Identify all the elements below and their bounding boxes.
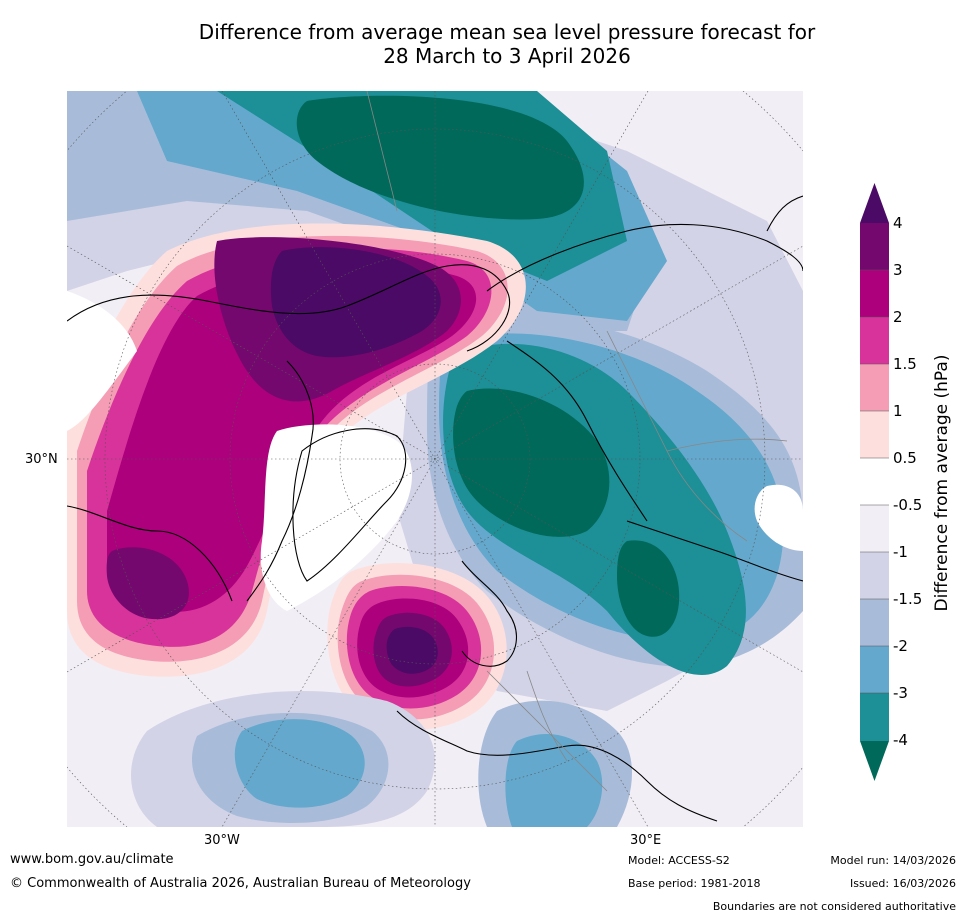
colorbar-tick-label: 1.5	[893, 355, 917, 373]
colorbar-swatch-neutral	[860, 458, 889, 505]
colorbar-tick-label: 2	[893, 308, 903, 326]
colorbar-tick-label: 3	[893, 261, 903, 279]
colorbar-dividers	[860, 269, 889, 694]
coastlines	[67, 195, 803, 822]
region-minus2-south	[234, 719, 365, 808]
meridian-60e	[67, 245, 803, 673]
coast-kamchatka	[766, 195, 803, 232]
coast-hudson	[246, 360, 314, 602]
parallel-75n	[339, 363, 531, 555]
colorbar-tick-label: -1	[893, 543, 908, 561]
colorbar-arrow-top	[860, 183, 889, 223]
coast-scandinavia	[461, 560, 517, 667]
colorbar-tick-label: -0.5	[893, 496, 923, 514]
footer-model: Model: ACCESS-S2	[628, 854, 730, 867]
map-canvas	[67, 91, 803, 827]
footer-disclaimer: Boundaries are not considered authoritat…	[712, 900, 956, 913]
region-neutral-east	[754, 484, 803, 551]
colorbar-swatch-minus3-minus4	[860, 693, 889, 741]
map-title: Difference from average mean sea level p…	[0, 20, 965, 68]
colorbar-swatch-minus1p5-minus2	[860, 599, 889, 646]
colorbar-tick-label: -4	[893, 731, 908, 749]
colorbar-tick-label: -2	[893, 637, 908, 655]
colorbar-swatch-3-4	[860, 223, 889, 270]
coast-taymyr	[506, 340, 648, 522]
border-europe-2	[526, 670, 568, 762]
coast-arctic-canada	[67, 264, 511, 352]
coast-greenland	[292, 428, 407, 582]
footer-base-period: Base period: 1981-2018	[628, 877, 761, 890]
pressure-anomaly-map	[67, 91, 803, 827]
colorbar-swatch-1-1p5	[860, 364, 889, 411]
colorbar-arrow-bottom	[860, 741, 889, 781]
colorbar-swatch-1p5-2	[860, 317, 889, 364]
country-borders	[366, 91, 788, 792]
label-30e: 30°E	[630, 833, 662, 848]
border-canada-us	[366, 91, 398, 212]
coast-china	[626, 520, 803, 582]
colorbar-swatch-minus0p5-minus1	[860, 505, 889, 552]
region-plus3-pacific	[106, 547, 189, 620]
footer-website[interactable]: www.bom.gov.au/climate	[10, 852, 174, 867]
footer-model-run: Model run: 14/03/2026	[830, 854, 956, 867]
graticule	[67, 91, 803, 827]
coast-europe-south	[396, 710, 718, 822]
region-minus4-central-asia	[617, 540, 680, 637]
colorbar-swatch-0p5-1	[860, 411, 889, 458]
region-neutral-west	[67, 291, 137, 431]
region-minus2-africa	[505, 733, 603, 827]
colorbar-swatch-minus1-minus1p5	[860, 552, 889, 599]
colorbar-tick-label: 0.5	[893, 449, 917, 467]
coast-siberia-north	[486, 223, 803, 292]
coast-alaska	[67, 505, 233, 602]
footer-issued: Issued: 16/03/2026	[849, 877, 956, 890]
label-30n: 30°N	[25, 452, 58, 467]
label-30w: 30°W	[204, 833, 240, 848]
colorbar-tick-label: -1.5	[893, 590, 923, 608]
border-russia-china	[666, 438, 788, 452]
colorbar-tick-label: -3	[893, 684, 908, 702]
region-minus4-siberia	[453, 388, 610, 537]
region-plus4-europe	[386, 626, 438, 674]
region-minus4-north	[296, 95, 584, 220]
footer-copyright: © Commonwealth of Australia 2026, Austra…	[10, 876, 471, 891]
colorbar-tick-label: 4	[893, 214, 903, 232]
colorbar-swatch-minus2-minus3	[860, 646, 889, 693]
colorbar	[860, 183, 889, 781]
colorbar-tick-label: 1	[893, 402, 903, 420]
border-europe	[486, 670, 608, 792]
title-line-1: Difference from average mean sea level p…	[198, 20, 816, 44]
colorbar-title: Difference from average (hPa)	[932, 354, 952, 612]
colorbar-swatch-2-3	[860, 270, 889, 317]
parallel-45n	[104, 128, 766, 790]
title-line-2: 28 March to 3 April 2026	[383, 44, 631, 68]
